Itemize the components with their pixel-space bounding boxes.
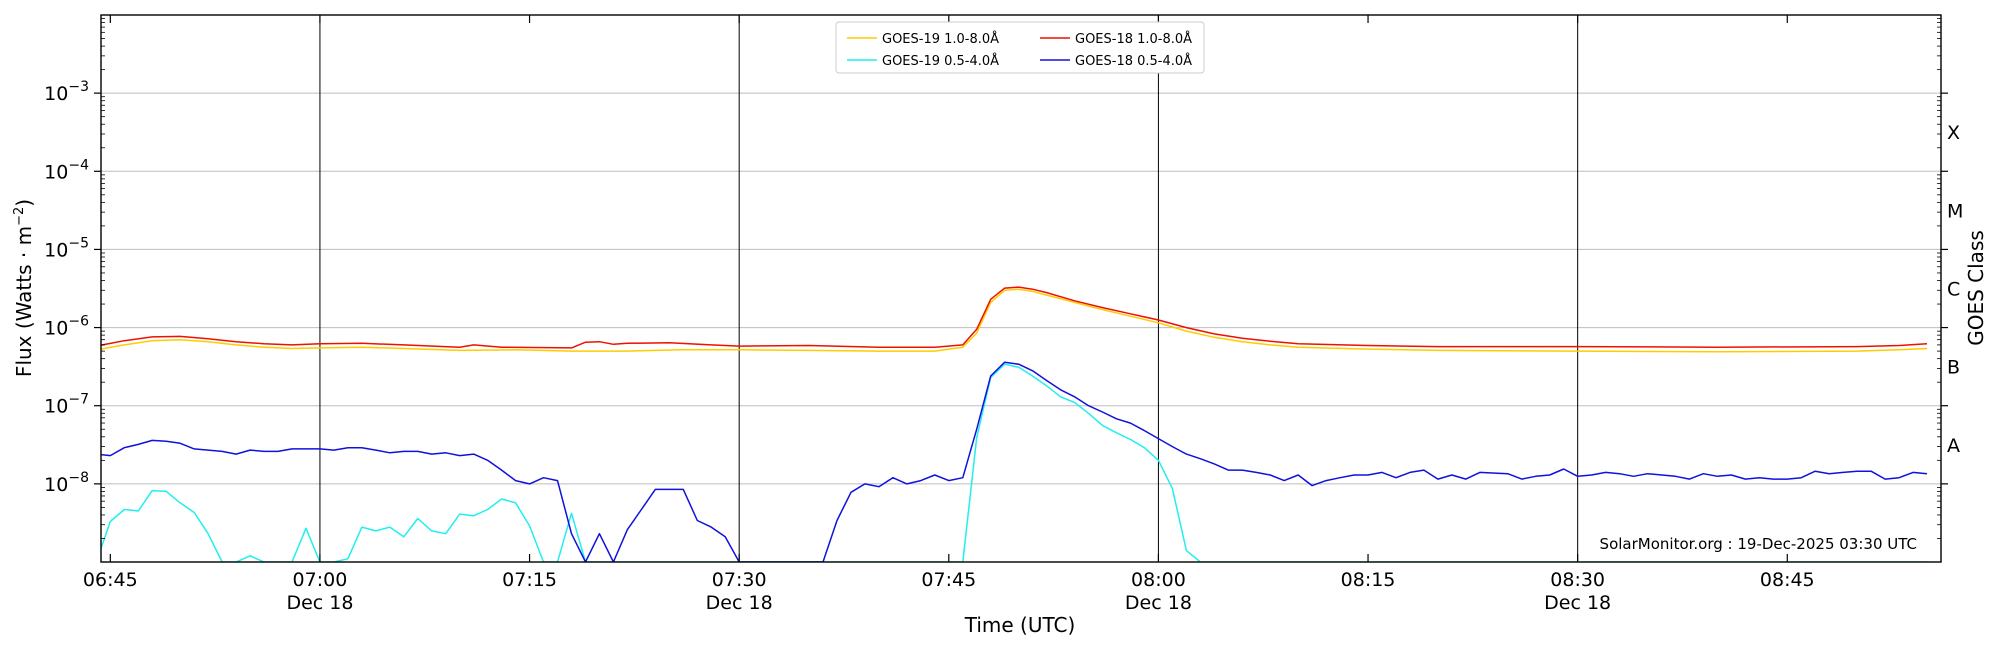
goes-class-labels: A B C M X <box>1947 122 1963 457</box>
y-tick-label: 10−6 <box>44 314 89 340</box>
y-axis-ticks: 10−8 10−7 10−6 10−5 10−4 10−3 <box>44 18 1948 539</box>
x-tick-label: 07:45 <box>921 569 976 591</box>
series-line-3 <box>101 363 1927 562</box>
goes-class-x: X <box>1947 122 1960 144</box>
series-line-1 <box>101 288 1928 353</box>
x-tick-date-label: Dec 18 <box>1125 592 1192 614</box>
y-tick-label: 10−8 <box>44 470 89 496</box>
goes-class-axis-title: GOES Class <box>1964 230 1988 346</box>
goes-class-m: M <box>1947 200 1963 222</box>
y-tick-label: 10−7 <box>44 392 89 418</box>
series-line-4 <box>101 361 1928 562</box>
legend-label: GOES-18 0.5-4.0Å <box>1075 53 1192 69</box>
x-tick-label: 06:45 <box>83 569 138 591</box>
goes-class-b: B <box>1947 357 1960 379</box>
x-tick-label: 07:15 <box>502 569 557 591</box>
gridlines <box>101 92 1941 485</box>
x-tick-label: 07:30 <box>712 569 767 591</box>
x-tick-label: 08:15 <box>1341 569 1396 591</box>
series-lines <box>101 286 1928 562</box>
legend: GOES-19 1.0-8.0Å GOES-19 0.5-4.0Å GOES-18 … <box>835 21 1205 74</box>
x-tick-date-label: Dec 18 <box>286 592 353 614</box>
legend-label: GOES-19 1.0-8.0Å <box>882 31 999 47</box>
x-tick-label: 08:45 <box>1760 569 1815 591</box>
legend-label: GOES-18 1.0-8.0Å <box>1075 31 1192 47</box>
goes-class-c: C <box>1947 279 1960 301</box>
x-tick-label: 08:00 <box>1131 569 1186 591</box>
x-tick-label: 08:30 <box>1550 569 1605 591</box>
goes-class-a: A <box>1947 435 1960 457</box>
y-axis-title: Flux (Watts · m−2) <box>12 199 36 377</box>
series-line-2 <box>101 286 1928 349</box>
credit-text: SolarMonitor.org : 19-Dec-2025 03:30 UTC <box>1600 535 1917 553</box>
x-axis-title: Time (UTC) <box>964 613 1076 637</box>
y-tick-label: 10−5 <box>44 235 89 261</box>
x-tick-date-label: Dec 18 <box>1544 592 1611 614</box>
legend-box <box>835 21 1205 74</box>
day-markers <box>319 15 1579 562</box>
legend-entries: GOES-19 1.0-8.0Å GOES-19 0.5-4.0Å GOES-18 … <box>847 31 1192 69</box>
legend-label: GOES-19 0.5-4.0Å <box>882 53 999 69</box>
plot-frame <box>100 14 1942 563</box>
x-tick-date-label: Dec 18 <box>706 592 773 614</box>
y-tick-label: 10−3 <box>44 79 89 105</box>
y-tick-label: 10−4 <box>44 157 89 183</box>
x-tick-label: 07:00 <box>293 569 348 591</box>
